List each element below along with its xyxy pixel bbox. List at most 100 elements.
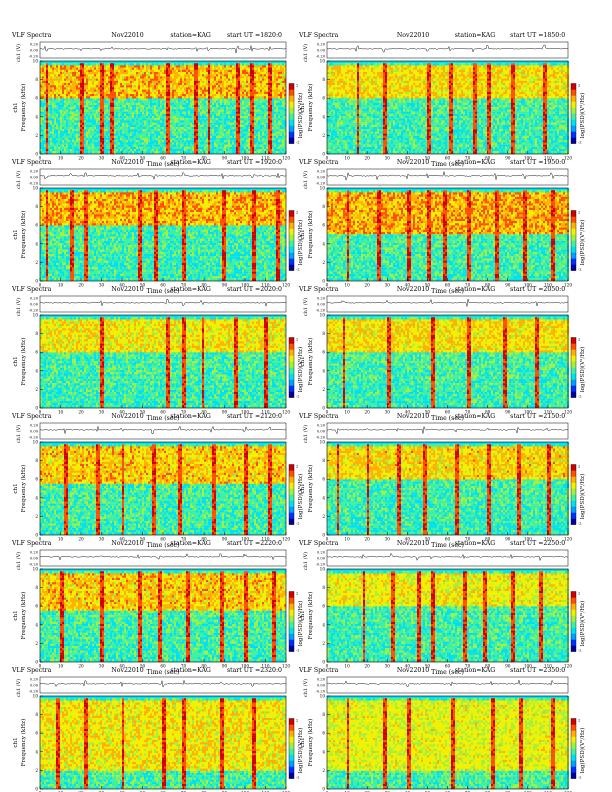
amplitude-frame: [40, 423, 286, 439]
colorbar-label: log(PSD)(V²/Hz): [297, 728, 304, 774]
y-tick-label: 8: [35, 458, 38, 463]
colorbar-label: log(PSD)(V²/Hz): [297, 347, 304, 393]
amplitude-tick-label: 0.20: [30, 297, 39, 301]
channel-axis-label: ch1: [13, 102, 19, 112]
colorbar-tick-label: 2: [296, 211, 298, 215]
y-tick-label: 10: [320, 567, 326, 572]
header-date: Nov22010: [111, 286, 143, 293]
colorbar-tick-label: -2: [578, 776, 582, 780]
x-tick-label: 60: [445, 156, 451, 161]
amplitude-axis-label: ch1 (V): [302, 298, 309, 316]
y-tick-label: 10: [320, 186, 326, 191]
x-tick-label: 60: [160, 537, 166, 542]
x-tick-label: 60: [445, 537, 451, 542]
amplitude-axis-label: ch1 (V): [302, 44, 309, 62]
y-tick-label: 4: [322, 495, 325, 500]
colorbar: [289, 719, 294, 779]
colorbar-label: log(PSD)(V²/Hz): [579, 93, 586, 139]
spectrogram-panel-2050-0: VLF Spectra Nov22010 station=KAG start UT =…: [298, 286, 586, 422]
colorbar-tick-label: -2: [578, 649, 582, 653]
amplitude-tick-label: 0.20: [317, 424, 326, 428]
x-tick-label: 60: [160, 664, 166, 669]
amplitude-axis-label: ch1 (V): [302, 552, 309, 570]
spectrogram-panel-2350-0: VLF Spectra Nov22010 station=KAG start UT =…: [298, 667, 586, 792]
amplitude-axis-label: ch1 (V): [15, 171, 22, 189]
x-tick-label: 20: [364, 410, 370, 415]
spectrogram-cells: [40, 315, 286, 408]
header-station: station=KAG: [170, 286, 211, 293]
y-tick-label: 2: [322, 514, 325, 519]
colorbar-tick-label: 2: [296, 338, 298, 342]
x-tick-label: 10: [344, 664, 350, 669]
amplitude-tick-label: 0.00: [30, 49, 39, 53]
x-tick-label: 30: [99, 410, 105, 415]
amplitude-tick-label: 0.20: [30, 424, 39, 428]
amplitude-frame: [327, 42, 568, 58]
channel-axis-label: ch1: [13, 356, 19, 366]
y-tick-label: 8: [322, 585, 325, 590]
header-date: Nov22010: [397, 667, 429, 674]
amplitude-axis-label: ch1 (V): [15, 425, 22, 443]
y-tick-label: 8: [35, 77, 38, 82]
header-station: station=KAG: [170, 159, 211, 166]
y-tick-label: 2: [322, 260, 325, 265]
spectrogram-cells: [40, 442, 286, 535]
y-tick-label: 6: [322, 223, 325, 228]
x-tick-label: 120: [564, 283, 572, 288]
amplitude-frame: [40, 677, 286, 693]
x-tick-label: 60: [160, 283, 166, 288]
y-tick-label: 4: [322, 368, 325, 373]
y-tick-label: 2: [322, 387, 325, 392]
channel-axis-label: ch1: [13, 610, 19, 620]
header-start-ut: start UT =2120:0: [227, 413, 282, 420]
y-tick-label: 8: [35, 204, 38, 209]
x-tick-label: 10: [58, 537, 64, 542]
frequency-axis-label: Frequency (kHz): [20, 592, 27, 640]
spectrogram-panel-2020-0: VLF Spectra Nov22010 station=KAG start UT =…: [11, 286, 304, 422]
header-start-ut: start UT =1920:0: [227, 159, 282, 166]
y-tick-label: 4: [35, 241, 38, 246]
header-start-ut: start UT =2050:0: [510, 286, 565, 293]
colorbar-tick-label: -2: [296, 268, 300, 272]
y-tick-label: 8: [322, 458, 325, 463]
y-tick-label: 4: [35, 622, 38, 627]
colorbar: [289, 84, 294, 144]
frequency-axis-label: Frequency (kHz): [307, 465, 314, 513]
y-tick-label: 8: [35, 712, 38, 717]
x-tick-label: 120: [564, 537, 572, 542]
colorbar-label: log(PSD)(V²/Hz): [297, 474, 304, 520]
y-tick-label: 6: [35, 96, 38, 101]
y-tick-label: 4: [322, 241, 325, 246]
x-tick-label: 10: [344, 156, 350, 161]
colorbar-tick-label: 2: [578, 338, 580, 342]
colorbar-label: log(PSD)(V²/Hz): [579, 728, 586, 774]
colorbar-label: log(PSD)(V²/Hz): [297, 220, 304, 266]
frequency-axis-label: Frequency (kHz): [307, 719, 314, 767]
x-tick-label: 120: [282, 283, 290, 288]
x-tick-label: 30: [99, 664, 105, 669]
header-start-ut: start UT =2020:0: [227, 286, 282, 293]
frequency-axis-label: Frequency (kHz): [20, 719, 27, 767]
channel-axis-label: ch1: [300, 356, 306, 366]
header-station: station=KAG: [455, 540, 496, 547]
spectrogram-panel-2120-0: VLF Spectra Nov22010 station=KAG start UT =…: [11, 413, 304, 549]
colorbar-label: log(PSD)(V²/Hz): [579, 347, 586, 393]
colorbar: [289, 465, 294, 525]
y-tick-label: 10: [320, 313, 326, 318]
amplitude-tick-label: 0.00: [30, 303, 39, 307]
colorbar-tick-label: -2: [578, 268, 582, 272]
colorbar-label: log(PSD)(V²/Hz): [579, 474, 586, 520]
colorbar: [571, 84, 576, 144]
header-title: VLF Spectra: [298, 159, 339, 166]
y-tick-label: 2: [35, 260, 38, 265]
spectrogram-panel-1850-0: VLF Spectra Nov22010 station=KAG start UT =…: [298, 32, 586, 168]
x-tick-label: 10: [344, 537, 350, 542]
y-tick-label: 10: [33, 567, 39, 572]
spectrogram-cells: [327, 315, 569, 408]
y-tick-label: 8: [322, 712, 325, 717]
x-tick-label: 10: [344, 283, 350, 288]
amplitude-axis-label: ch1 (V): [302, 425, 309, 443]
amplitude-frame: [40, 169, 286, 185]
spectrogram-cells: [40, 188, 286, 281]
header-date: Nov22010: [111, 540, 143, 547]
